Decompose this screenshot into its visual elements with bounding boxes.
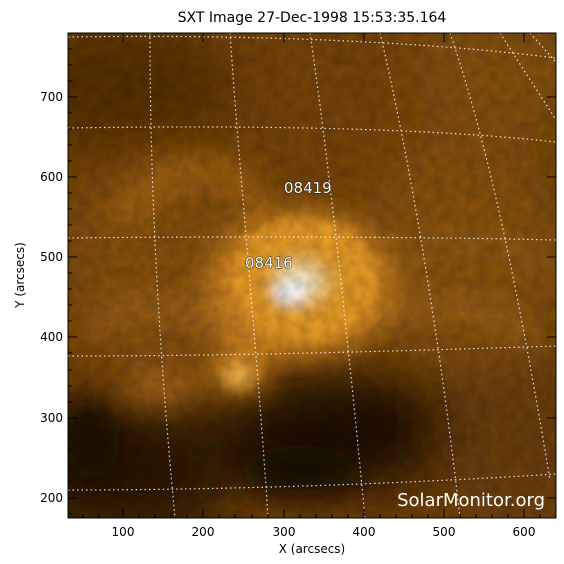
x-tick-label: 400 [353,525,376,539]
y-axis-minor-ticks [68,48,72,515]
y-tick-label: 300 [40,411,63,425]
page-title: SXT Image 27-Dec-1998 15:53:35.164 [178,10,447,26]
x-tick-label: 600 [513,525,536,539]
region-label-08419: 08419 [284,179,332,197]
heliographic-grid [68,33,556,518]
x-axis-minor-ticks [82,514,541,518]
y-tick-label: 600 [40,170,63,184]
sxt-image: 08419 08416 SolarMonitor.org [68,33,556,518]
y-tick-label: 500 [40,250,63,264]
y-axis-label: Y (arcsecs) [13,242,27,309]
plot-frame [67,32,557,519]
y-tick-label: 700 [40,90,63,104]
y-tick-labels: 200 300 400 500 600 700 [40,90,63,505]
x-tick-label: 200 [192,525,215,539]
x-axis-label: X (arcsecs) [279,542,346,556]
y-tick-label: 400 [40,330,63,344]
watermark-text: SolarMonitor.org [397,490,545,511]
x-tick-labels: 100 200 300 400 500 600 [112,525,536,539]
x-tick-label: 500 [433,525,456,539]
x-tick-label: 300 [273,525,296,539]
y-axis [68,96,556,499]
x-tick-label: 100 [112,525,135,539]
region-label-08416: 08416 [245,254,293,272]
y-tick-label: 200 [40,491,63,505]
x-axis [122,33,525,518]
